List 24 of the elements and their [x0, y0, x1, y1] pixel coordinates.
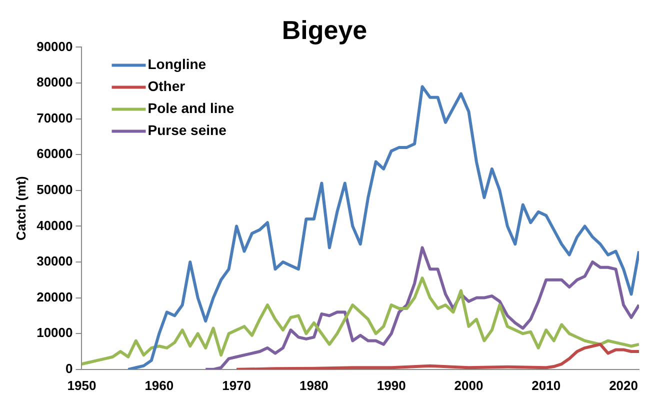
y-tick-label: 40000 — [36, 218, 73, 233]
x-tick-label: 1960 — [144, 378, 174, 393]
x-tick-label: 1950 — [67, 378, 96, 393]
y-tick-label: 0 — [66, 360, 73, 376]
x-tick-label: 1990 — [376, 378, 406, 393]
legend-label: Other — [148, 78, 186, 94]
legend-label: Pole and line — [148, 100, 234, 116]
x-tick-label: 1970 — [222, 378, 252, 393]
chart-title: Bigeye — [282, 14, 368, 45]
legend-label: Purse seine — [148, 122, 227, 138]
x-tick-label: 1980 — [299, 378, 328, 393]
x-tick-label: 2010 — [532, 378, 561, 393]
y-tick-label: 80000 — [36, 74, 73, 90]
y-tick-label: 20000 — [36, 289, 73, 304]
y-tick-label: 50000 — [36, 182, 73, 197]
y-tick-label: 90000 — [36, 38, 73, 54]
x-tick-label: 2020 — [609, 378, 638, 393]
y-tick-label: 30000 — [36, 254, 73, 269]
y-tick-label: 70000 — [36, 110, 73, 126]
y-tick-label: 10000 — [36, 325, 73, 340]
y-tick-label: 60000 — [36, 146, 73, 162]
y-axis-title: Catch (mt) — [13, 176, 28, 240]
legend-label: Longline — [148, 56, 206, 72]
x-tick-label: 2000 — [454, 378, 484, 393]
